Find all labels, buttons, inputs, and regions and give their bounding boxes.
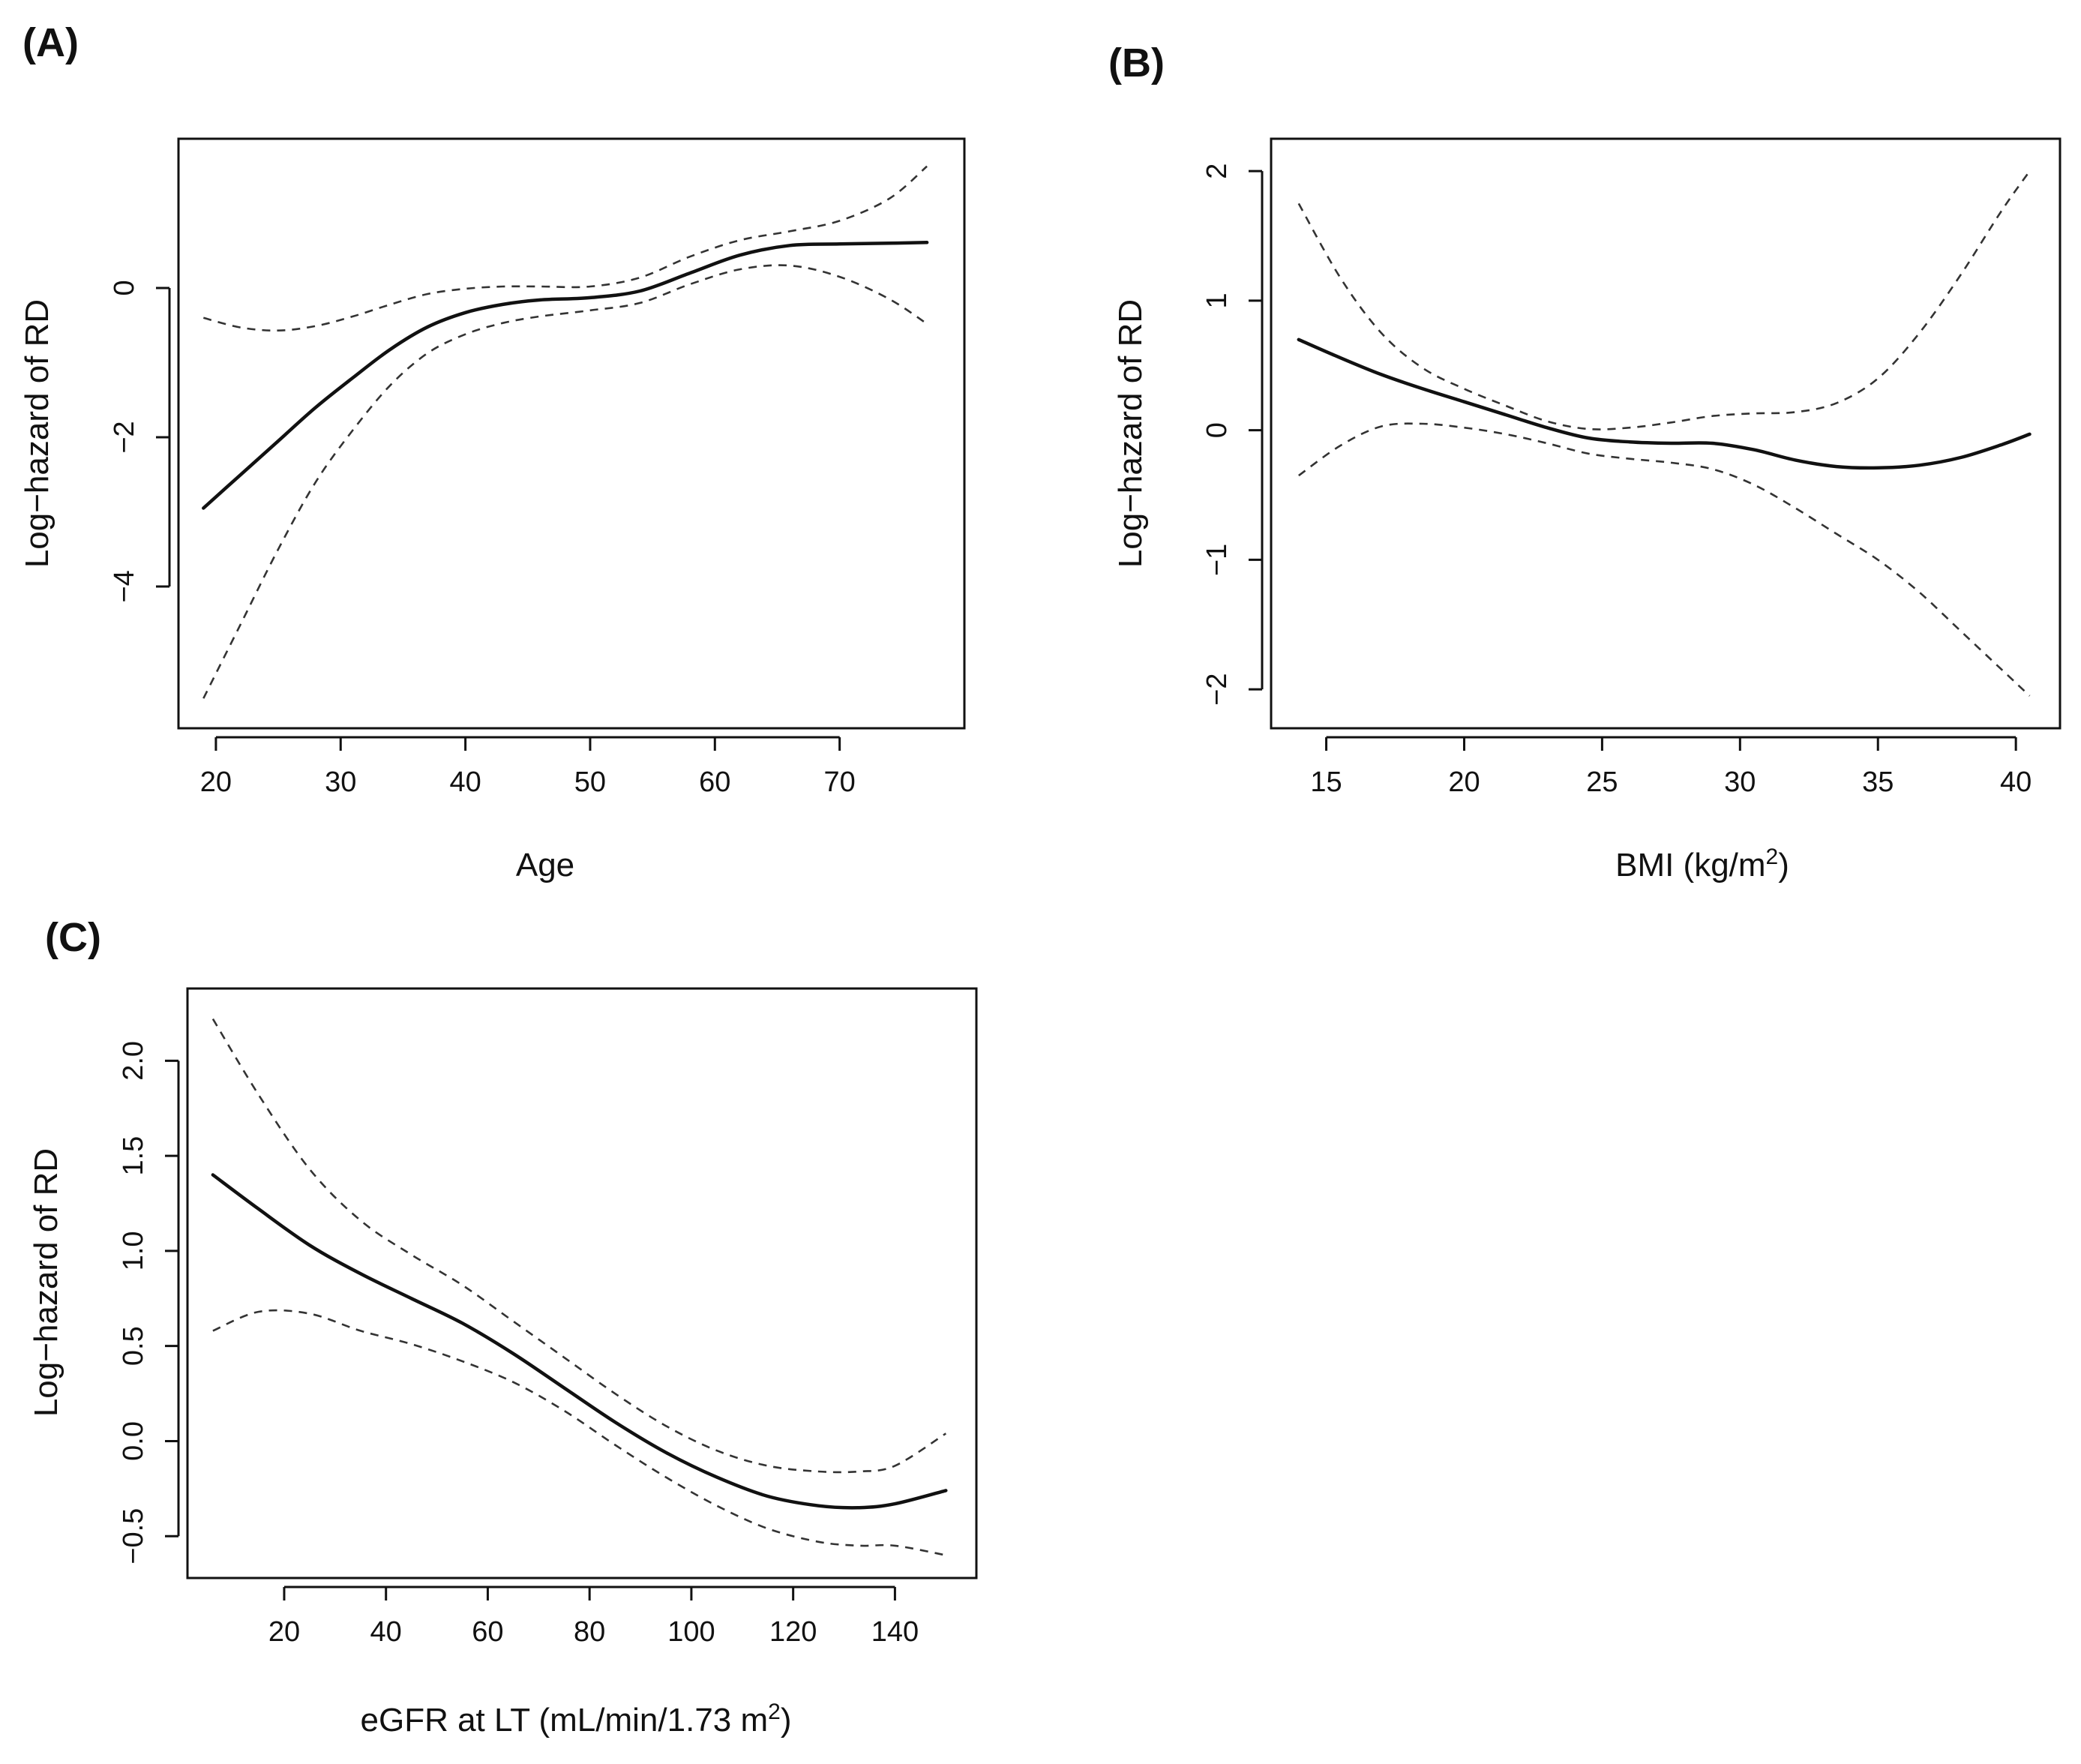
panel-b-upper-line	[1297, 170, 2031, 430]
panel-b-label: (B)	[1108, 40, 1165, 86]
panel-a-y-tick-label: −4	[109, 570, 140, 602]
panel-a-series	[202, 165, 929, 699]
panel-c-y-tick-label: 2.0	[118, 1041, 149, 1081]
panel-c-estimate-line	[211, 1173, 948, 1510]
panel-b-x-title-after: )	[1778, 847, 1789, 884]
panel-c-lower-line	[212, 1309, 946, 1556]
panel-b-estimate-line	[1297, 338, 2032, 470]
panel-c-x-tick-label: 120	[769, 1616, 817, 1648]
panel-b-y-tick-label: 0	[1201, 422, 1233, 438]
panel-a-x-tick-label: 40	[449, 766, 481, 798]
panel-a-x-title-text: Age	[516, 847, 574, 884]
panel-a-y-tick-label: 0	[109, 280, 140, 296]
panel-c-x-title-text: eGFR at LT (mL/min/1.73 m	[361, 1702, 769, 1738]
panel-c-x-title-after: )	[781, 1702, 792, 1738]
panel-a-x-tick-label: 30	[325, 766, 356, 798]
panel-c-y-tick-label: 0.0	[118, 1421, 149, 1461]
panel-a-x-tick-label: 60	[699, 766, 730, 798]
panel-c: (C) 20 40 60 80 100 120 140 −0.5 0.0 0.5 1.0 1.5 2.0…	[28, 915, 978, 1739]
panel-b-x-tick-label: 20	[1448, 766, 1480, 798]
panel-c-x-tick-label: 80	[574, 1616, 605, 1648]
panel-b-x-tick-label: 40	[2000, 766, 2032, 798]
panel-b-y-tick-label: 1	[1201, 292, 1233, 308]
panel-b-series	[1297, 170, 2032, 697]
panel-c-x-tick-label: 100	[667, 1616, 715, 1648]
panel-c-y-tick-label: 1.5	[118, 1136, 149, 1176]
panel-c-y-tick-label: 1.0	[118, 1231, 149, 1270]
panel-c-series	[211, 1018, 948, 1556]
panel-c-x-tick-label: 40	[370, 1616, 402, 1648]
panel-c-y-tick-label: 0.5	[118, 1326, 149, 1366]
panel-b-x-tick-label: 35	[1862, 766, 1894, 798]
panel-b-y-tick-label: −2	[1201, 674, 1233, 706]
panel-b-y-tick-label: 2	[1201, 164, 1233, 179]
panel-c-y-tick-label: −0.5	[118, 1508, 149, 1564]
panel-b-x-title: BMI (kg/m2)	[1615, 844, 1789, 884]
panel-c-label: (C)	[45, 915, 101, 960]
panel-a-x-tick-label: 50	[574, 766, 606, 798]
panel-b-x-title-text: BMI (kg/m	[1615, 847, 1765, 884]
panel-a-label: (A)	[22, 20, 79, 65]
panel-a-lower-line	[202, 264, 928, 699]
panel-a-x-tick-label: 70	[824, 766, 856, 798]
panel-c-x-title-sup: 2	[768, 1700, 781, 1724]
panel-a-upper-line	[202, 165, 928, 332]
panel-b-x-tick-label: 30	[1724, 766, 1756, 798]
panel-c-upper-line	[211, 1018, 946, 1474]
panel-b-y-title: Log−hazard of RD	[1112, 299, 1149, 568]
panel-c-plot-frame	[186, 987, 978, 1580]
panel-c-x-tick-label: 60	[472, 1616, 503, 1648]
panel-a-plot-frame	[177, 137, 966, 730]
panel-a-estimate-line	[202, 241, 929, 510]
panel-b-lower-line	[1298, 422, 2031, 697]
panel-b-x-title-sup: 2	[1766, 844, 1779, 869]
panel-c-ticks: 20 40 60 80 100 120 140 −0.5 0.0 0.5 1.0 1.5 2.0	[118, 1041, 919, 1648]
panel-c-y-title: Log−hazard of RD	[28, 1148, 64, 1417]
panel-c-x-tick-label: 20	[268, 1616, 300, 1648]
panel-a: (A) 20 30 40 50 60 70 −4 −2 0 Age Log−hazard of …	[19, 20, 966, 884]
panel-b-x-tick-label: 15	[1310, 766, 1342, 798]
panel-b-plot-frame	[1270, 137, 2062, 730]
panel-b-y-tick-label: −1	[1201, 544, 1233, 576]
panel-a-x-tick-label: 20	[200, 766, 232, 798]
panel-c-x-tick-label: 140	[871, 1616, 919, 1648]
panel-c-x-title: eGFR at LT (mL/min/1.73 m2)	[361, 1700, 792, 1739]
panel-a-x-title: Age	[516, 847, 574, 884]
panel-b-x-tick-label: 25	[1586, 766, 1618, 798]
panel-b-ticks: 15 20 25 30 35 40 −2 −1 0 1 2	[1201, 164, 2032, 798]
panel-a-ticks: 20 30 40 50 60 70 −4 −2 0	[109, 280, 856, 798]
panel-a-y-tick-label: −2	[109, 421, 140, 453]
panel-a-y-title: Log−hazard of RD	[19, 299, 55, 568]
